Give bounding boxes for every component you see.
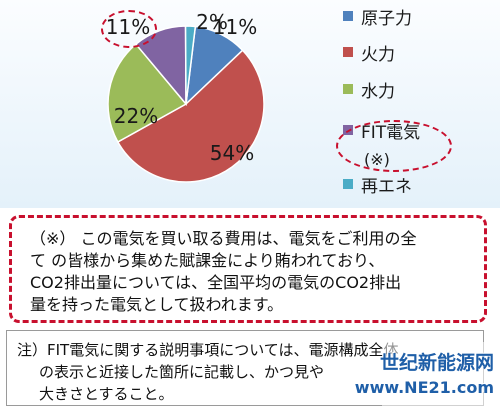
notice-line: （※） この電気を買い取る費用は、電気をご利用の全 xyxy=(30,229,417,248)
legend-swatch xyxy=(343,47,353,57)
legend-label: 原子力 xyxy=(361,8,412,29)
legend-item: 火力 xyxy=(343,41,395,65)
watermark-url: www.NE21.com xyxy=(354,378,494,397)
pie-slice-3 xyxy=(107,43,188,143)
slice-percent-label: 54% xyxy=(209,141,255,165)
slice-percent-label: 22% xyxy=(113,104,159,128)
notice-line: 量を持った電気として扱われます。 xyxy=(30,295,284,314)
note-line: 大きさとすること。 xyxy=(39,385,174,403)
slice-percent-label: 2% xyxy=(196,10,228,34)
notice-line: て の皆様から集めた賦課金により賄われており、 xyxy=(30,251,385,270)
note-line: の表示と近接した箇所に記載し、かつ見や xyxy=(39,363,325,381)
legend-swatch xyxy=(343,179,353,189)
callout-ring-fit-legend xyxy=(336,120,452,172)
watermark-name: 世纪新能源网 xyxy=(379,352,494,374)
pie-chart-panel: 11% 54% 22% 11% 2% 原子力 火力 水力 FIT電気 再エネ (※) xyxy=(0,0,500,208)
slice-percent-label: 11% xyxy=(212,15,258,39)
notice-box: （※） この電気を買い取る費用は、電気をご利用の全 て の皆様から集めた賦課金に… xyxy=(9,215,487,323)
pie-slice-5 xyxy=(184,25,197,105)
pie-slice-2 xyxy=(116,49,265,183)
watermark: 世纪新能源网 www.NE21.com xyxy=(355,342,500,406)
legend-label: 水力 xyxy=(361,81,395,102)
legend-item: 水力 xyxy=(343,78,395,102)
legend-swatch xyxy=(343,11,353,21)
notice-line: CO2排出量については、全国平均の電気のCO2排出 xyxy=(30,273,402,292)
pie-chart xyxy=(107,25,265,183)
note-line: 注）FIT電気に関する説明事項については、電源構成全体 xyxy=(17,341,399,359)
legend-item: 原子力 xyxy=(343,5,412,29)
legend-item: 再エネ xyxy=(343,173,412,197)
legend-label: 火力 xyxy=(361,44,395,65)
legend-swatch xyxy=(343,84,353,94)
legend-label: 再エネ xyxy=(361,176,412,197)
callout-ring-fit-percent xyxy=(101,10,157,48)
